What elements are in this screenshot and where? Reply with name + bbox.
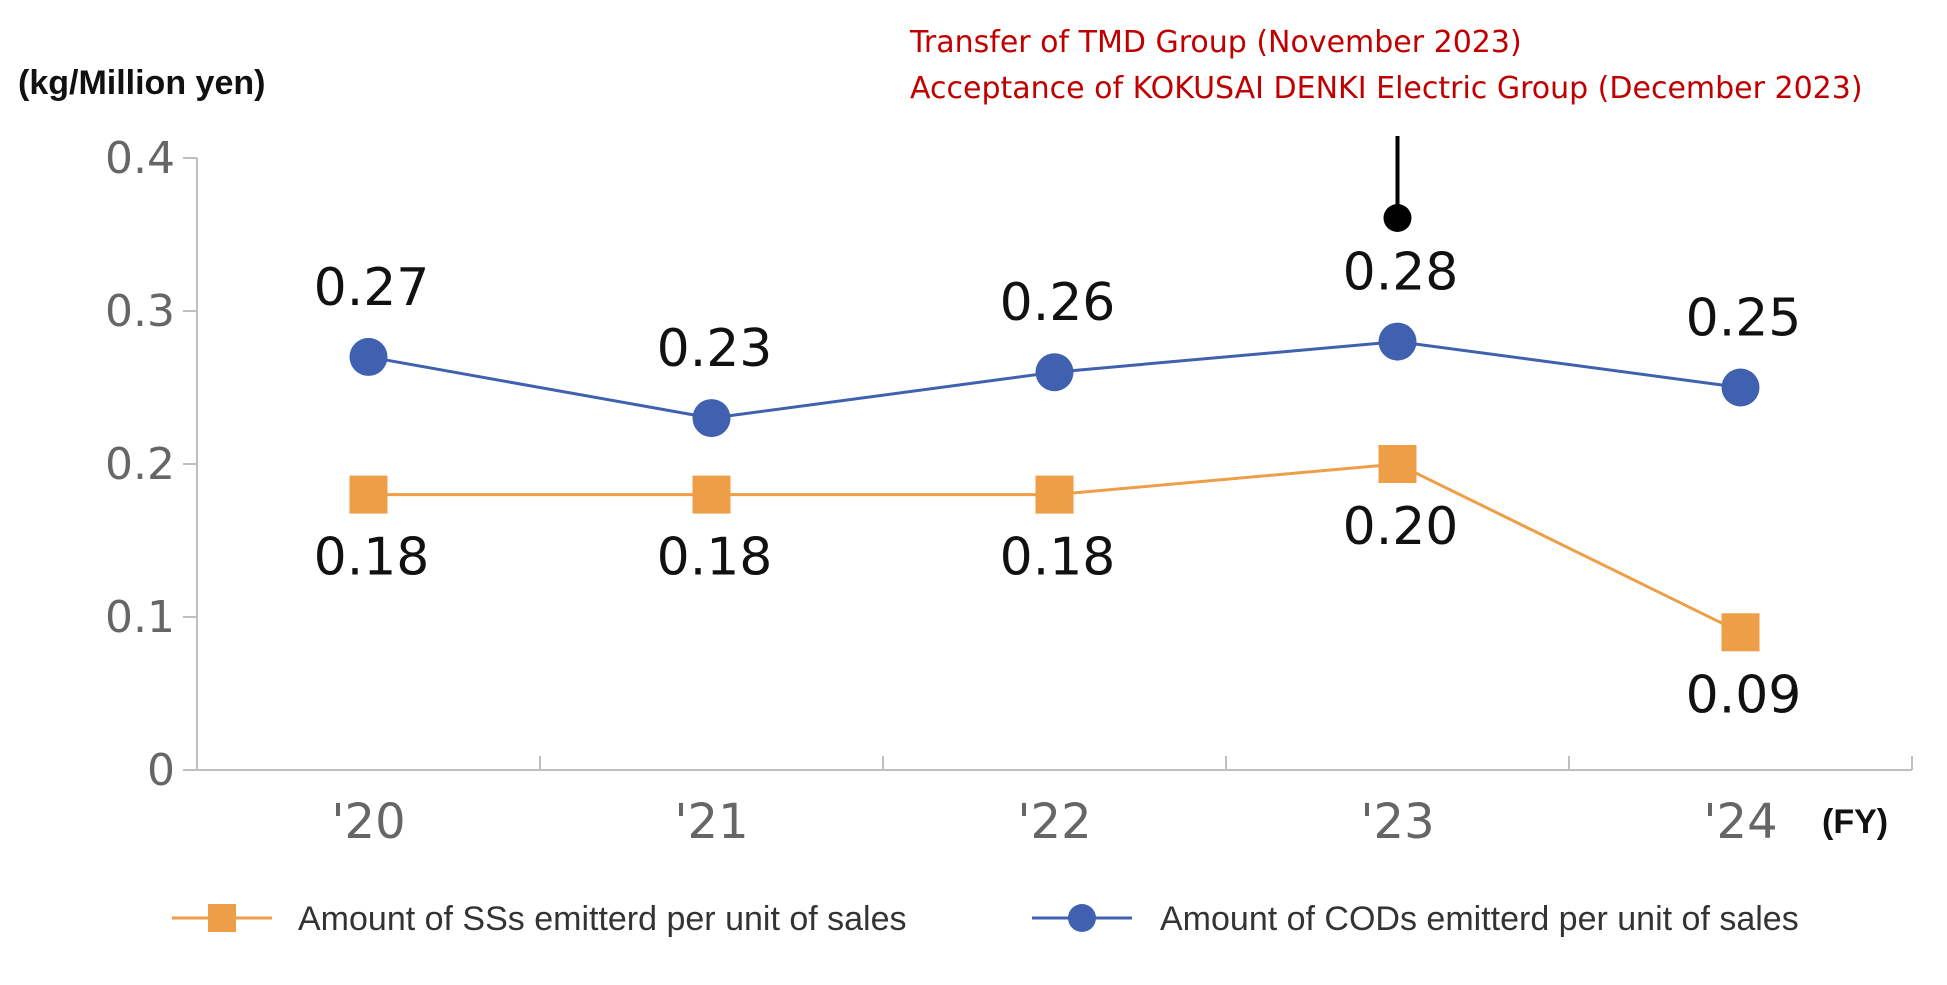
- legend-square-marker: [208, 904, 236, 932]
- data-label: 0.09: [1686, 665, 1802, 725]
- y-tick-label: 0.2: [105, 439, 175, 490]
- data-point-circle: [692, 399, 731, 438]
- series-layer: [349, 322, 1760, 652]
- data-point-square: [349, 475, 388, 514]
- x-axis-unit-label: (FY): [1822, 803, 1888, 841]
- data-point-circle: [349, 337, 388, 376]
- annotation-text: Transfer of TMD Group (November 2023): [909, 25, 1522, 60]
- data-point-circle: [1721, 368, 1760, 407]
- annotation-pointer-dot: [1383, 204, 1412, 232]
- data-point-square: [1378, 445, 1417, 483]
- y-tick-label: 0.4: [105, 133, 175, 184]
- legend-circle-marker: [1068, 904, 1096, 932]
- data-point-square: [1035, 475, 1074, 514]
- y-tick-label: 0.1: [105, 592, 175, 643]
- data-label: 0.27: [314, 258, 430, 318]
- data-label: 0.25: [1686, 289, 1802, 349]
- x-tick-label: '20: [331, 794, 405, 850]
- data-label: 0.28: [1343, 243, 1459, 303]
- axes: 0 0.1 0.2 0.3 0.4 '20 '21 '22 '23 '24: [105, 133, 1913, 850]
- x-tick-label: '24: [1703, 794, 1777, 850]
- annotation-text: Acceptance of KOKUSAI DENKI Electric Gro…: [910, 71, 1863, 106]
- data-label: 0.18: [657, 528, 773, 588]
- data-point-square: [1721, 613, 1760, 652]
- data-label: 0.23: [657, 319, 773, 379]
- data-point-square: [692, 475, 731, 514]
- y-tick-label: 0.3: [105, 286, 175, 337]
- data-label: 0.18: [314, 528, 430, 588]
- annotation: Transfer of TMD Group (November 2023) Acc…: [909, 25, 1863, 232]
- x-tick-label: '23: [1360, 794, 1434, 850]
- data-point-circle: [1035, 353, 1074, 392]
- x-tick-label: '22: [1017, 794, 1091, 850]
- legend-label: Amount of CODs emitterd per unit of sale…: [1160, 900, 1799, 938]
- data-point-circle: [1378, 322, 1417, 361]
- data-label: 0.26: [1000, 273, 1116, 333]
- data-label: 0.18: [1000, 528, 1116, 588]
- x-tick-label: '21: [674, 794, 748, 850]
- y-tick-label: 0: [147, 745, 175, 796]
- data-label: 0.20: [1343, 497, 1459, 557]
- data-labels: 0.18 0.18 0.18 0.20 0.09 0.27 0.23 0.26 0.28 0.25: [314, 243, 1802, 726]
- y-axis-unit-label: (kg/Million yen): [18, 64, 265, 102]
- legend: Amount of SSs emitterd per unit of sales…: [172, 900, 1799, 938]
- legend-label: Amount of SSs emitterd per unit of sales: [298, 900, 907, 938]
